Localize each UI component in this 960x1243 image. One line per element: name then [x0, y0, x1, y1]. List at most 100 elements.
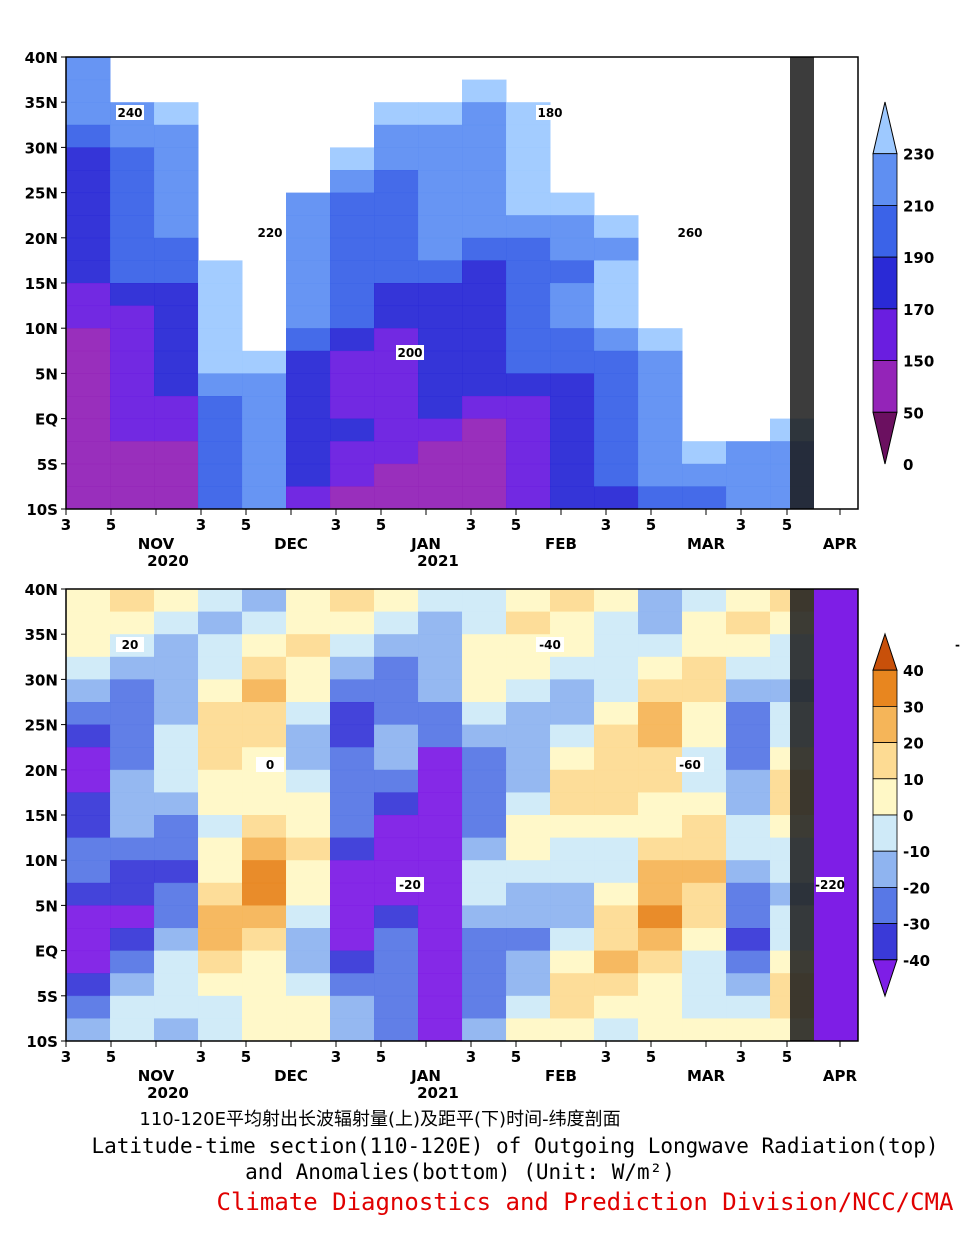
x-tick-label: 3	[736, 516, 746, 534]
field-cell	[506, 147, 551, 171]
field-cell	[242, 373, 287, 397]
field-cell	[638, 611, 683, 635]
field-cell	[550, 792, 595, 816]
field-cell	[198, 656, 243, 680]
field-cell	[66, 973, 111, 997]
y-tick-label: 10S	[26, 1033, 58, 1051]
field-cell	[682, 702, 727, 726]
colorbar-tick-label: 20	[903, 735, 924, 753]
contour-label: 240	[117, 106, 142, 120]
x-tick-label: FEB	[545, 1067, 577, 1085]
field-cell	[462, 124, 507, 148]
field-cell	[682, 815, 727, 839]
field-cell	[66, 995, 111, 1019]
field-cell	[594, 634, 639, 658]
colorbar-arrow-top	[872, 101, 898, 155]
field-cell	[462, 441, 507, 465]
contour-label: -220	[815, 878, 845, 892]
x-tick-label: NOV	[138, 535, 175, 553]
field-cell	[638, 1018, 683, 1042]
field-cell	[638, 589, 683, 613]
field-cell	[506, 260, 551, 284]
field-cell	[462, 837, 507, 861]
field-cell	[66, 905, 111, 929]
field-cell	[242, 702, 287, 726]
field-cell	[66, 192, 111, 216]
field-cell	[154, 882, 199, 906]
field-cell	[506, 950, 551, 974]
field-cell	[506, 373, 551, 397]
field-cell	[154, 815, 199, 839]
field-cell	[198, 928, 243, 952]
field-cell	[242, 589, 287, 613]
field-cell	[682, 995, 727, 1019]
field-cell	[550, 679, 595, 703]
contour-label-bg	[956, 637, 960, 652]
field-cell	[110, 656, 155, 680]
field-cell	[462, 679, 507, 703]
field-cell	[418, 418, 463, 442]
x-tick-label: NOV	[138, 1067, 175, 1085]
field-cell	[682, 769, 727, 793]
field-cell	[198, 486, 243, 510]
field-cell	[242, 634, 287, 658]
field-cell	[154, 928, 199, 952]
field-cell	[286, 656, 331, 680]
field-cell	[110, 611, 155, 635]
field-cell	[198, 950, 243, 974]
field-cell	[550, 215, 595, 239]
field-cell	[286, 1018, 331, 1042]
field-cell	[594, 815, 639, 839]
colorbar: 230 210 190 170 150 50 0	[872, 101, 934, 474]
field-cell	[66, 656, 111, 680]
field-cell	[110, 350, 155, 374]
field-cell	[66, 418, 111, 442]
field-cell	[506, 724, 551, 748]
field-cell	[66, 79, 111, 103]
field-cell	[374, 441, 419, 465]
field-cell	[638, 724, 683, 748]
field-cell	[594, 656, 639, 680]
field-cell	[374, 656, 419, 680]
field-cell	[682, 973, 727, 997]
field-cell	[66, 1018, 111, 1042]
x-tick-label: DEC	[274, 535, 308, 553]
field-cell	[550, 928, 595, 952]
field-cell	[198, 611, 243, 635]
field-cell	[726, 928, 771, 952]
field-cell	[550, 328, 595, 352]
field-cell	[462, 702, 507, 726]
field-cell	[286, 441, 331, 465]
colorbar-tick-label: 0	[903, 807, 913, 825]
field-cell	[638, 656, 683, 680]
field-cell	[198, 724, 243, 748]
field-cell	[638, 928, 683, 952]
field-cell	[506, 905, 551, 929]
contour-label-bg	[116, 637, 144, 652]
field-cell	[506, 1018, 551, 1042]
field-cell	[286, 973, 331, 997]
field-cell	[726, 837, 771, 861]
field-cell	[594, 1018, 639, 1042]
field-cell	[682, 486, 727, 510]
field-cell	[550, 950, 595, 974]
credit-line: Climate Diagnostics and Prediction Divis…	[216, 1188, 954, 1216]
field-cell	[506, 928, 551, 952]
field-cell	[286, 882, 331, 906]
field-cell	[286, 679, 331, 703]
x-tick-label: 3	[466, 516, 476, 534]
field-cell	[110, 147, 155, 171]
field-cell	[330, 905, 375, 929]
field-cell	[506, 463, 551, 487]
field-cell	[726, 815, 771, 839]
field-cell	[418, 928, 463, 952]
field-cell	[418, 260, 463, 284]
field-cell	[286, 769, 331, 793]
field-cell	[286, 634, 331, 658]
field-cell	[330, 463, 375, 487]
colorbar-tick-label: 190	[903, 249, 934, 267]
field-cell	[374, 634, 419, 658]
field-cell	[330, 928, 375, 952]
field-cell	[462, 147, 507, 171]
field-cell	[110, 124, 155, 148]
